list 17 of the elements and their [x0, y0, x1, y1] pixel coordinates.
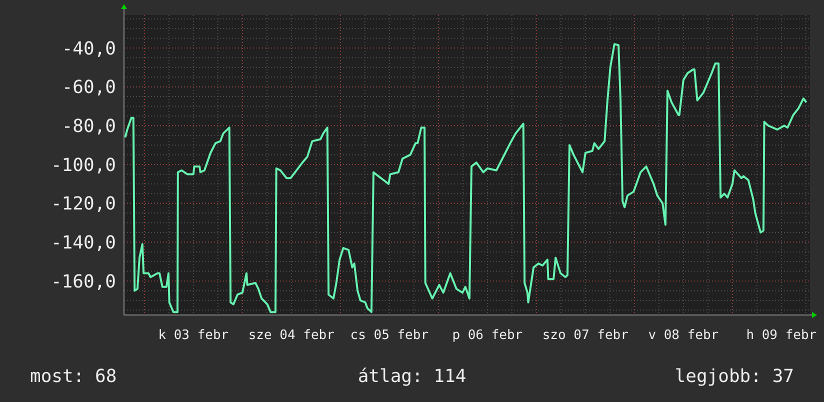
y-tick-label: -160,0 [50, 271, 116, 292]
x-tick-label: h 09 febr [746, 328, 817, 343]
text: átlag: 114 [358, 366, 466, 387]
y-tick-label: -80,0 [62, 116, 116, 137]
x-tick-label: k 03 febr [158, 328, 229, 343]
x-tick-label: cs 05 febr [350, 328, 429, 343]
y-tick-label: -140,0 [50, 232, 116, 254]
y-tick-label: -40,0 [62, 38, 116, 60]
x-tick-label: sze 04 febr [248, 328, 335, 343]
text: legjobb: 37 [674, 366, 794, 387]
y-tick-label: -60,0 [62, 77, 116, 98]
x-tick-label: szo 07 febr [542, 328, 629, 343]
y-tick-label: -120,0 [50, 194, 116, 215]
text: most: 68 [30, 366, 117, 387]
y-tick-label: -100,0 [50, 154, 116, 176]
x-tick-label: p 06 febr [452, 328, 523, 343]
x-tick-label: v 08 febr [648, 328, 719, 343]
